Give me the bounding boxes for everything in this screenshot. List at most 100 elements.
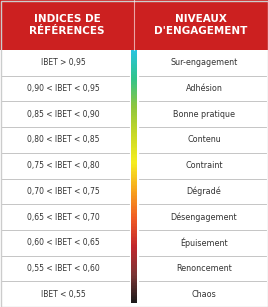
Bar — [131, 99, 137, 101]
Text: Contenu: Contenu — [187, 135, 221, 145]
Bar — [131, 244, 137, 245]
Bar — [131, 275, 137, 276]
Bar — [131, 251, 137, 252]
Bar — [131, 212, 137, 213]
Bar — [0, 0, 268, 50]
Bar — [131, 158, 137, 160]
Bar — [131, 219, 137, 220]
Bar — [131, 153, 137, 154]
Bar — [131, 175, 137, 177]
Bar — [131, 92, 137, 94]
Bar — [131, 165, 137, 167]
Bar — [131, 105, 137, 106]
Bar — [131, 171, 137, 172]
Bar — [131, 81, 137, 82]
Text: Contraint: Contraint — [185, 161, 223, 170]
Bar — [131, 77, 137, 78]
Bar — [131, 196, 137, 198]
Bar — [131, 134, 137, 136]
Bar — [131, 252, 137, 254]
Bar — [131, 226, 137, 227]
Bar — [131, 60, 137, 61]
Bar — [131, 140, 137, 141]
Bar — [131, 108, 137, 109]
Bar — [131, 269, 137, 271]
Bar — [131, 240, 137, 241]
Bar — [131, 262, 137, 264]
Bar — [131, 271, 137, 272]
Bar — [131, 220, 137, 221]
Bar — [131, 75, 137, 77]
Bar — [131, 157, 137, 158]
Bar — [131, 178, 137, 179]
Text: Renoncement: Renoncement — [176, 264, 232, 273]
Bar — [131, 254, 137, 255]
Bar — [131, 193, 137, 195]
Bar — [131, 233, 137, 234]
Bar — [131, 119, 137, 120]
Bar — [131, 259, 137, 261]
Bar — [131, 167, 137, 168]
Bar — [131, 64, 137, 65]
Bar — [131, 288, 137, 289]
Bar — [131, 143, 137, 144]
Bar — [131, 98, 137, 99]
Bar — [131, 200, 137, 202]
Bar — [131, 265, 137, 266]
Bar — [131, 209, 137, 210]
Bar — [131, 264, 137, 265]
Bar — [131, 58, 137, 60]
Bar — [131, 113, 137, 115]
Bar — [131, 247, 137, 248]
Bar — [131, 127, 137, 129]
Bar — [131, 118, 137, 119]
Bar — [131, 238, 137, 240]
Bar — [131, 186, 137, 188]
Bar — [131, 63, 137, 64]
Bar — [131, 111, 137, 112]
Text: 0,55 < IBET < 0,60: 0,55 < IBET < 0,60 — [27, 264, 99, 273]
Bar — [131, 272, 137, 274]
Bar — [131, 213, 137, 215]
Bar — [131, 122, 137, 123]
Bar — [131, 204, 137, 206]
Bar — [131, 106, 137, 108]
Bar — [131, 96, 137, 98]
Text: 0,75 < IBET < 0,80: 0,75 < IBET < 0,80 — [27, 161, 99, 170]
Bar — [131, 195, 137, 196]
Bar — [131, 299, 137, 300]
Bar — [131, 144, 137, 146]
Bar — [131, 155, 137, 157]
Bar — [131, 289, 137, 290]
Bar — [131, 215, 137, 216]
Bar — [131, 292, 137, 293]
Bar — [131, 82, 137, 84]
Bar — [131, 101, 137, 102]
Bar — [131, 192, 137, 193]
Bar — [131, 191, 137, 192]
Bar — [131, 237, 137, 238]
Bar — [131, 184, 137, 185]
Bar — [131, 174, 137, 175]
Bar — [131, 71, 137, 72]
Bar — [131, 129, 137, 130]
Text: Adhésion: Adhésion — [185, 84, 222, 93]
Bar — [131, 160, 137, 161]
Bar — [131, 241, 137, 243]
Bar — [131, 65, 137, 67]
Bar — [131, 138, 137, 140]
Bar — [131, 54, 137, 56]
Bar — [131, 162, 137, 164]
Bar — [131, 185, 137, 186]
Bar — [131, 285, 137, 286]
Bar — [131, 51, 137, 53]
Bar — [131, 189, 137, 191]
Bar — [131, 255, 137, 257]
Bar — [131, 141, 137, 143]
Bar — [131, 210, 137, 212]
Bar — [131, 217, 137, 219]
Bar — [131, 146, 137, 147]
Bar — [131, 248, 137, 250]
Text: Désengagement: Désengagement — [171, 212, 237, 222]
Bar — [131, 123, 137, 125]
